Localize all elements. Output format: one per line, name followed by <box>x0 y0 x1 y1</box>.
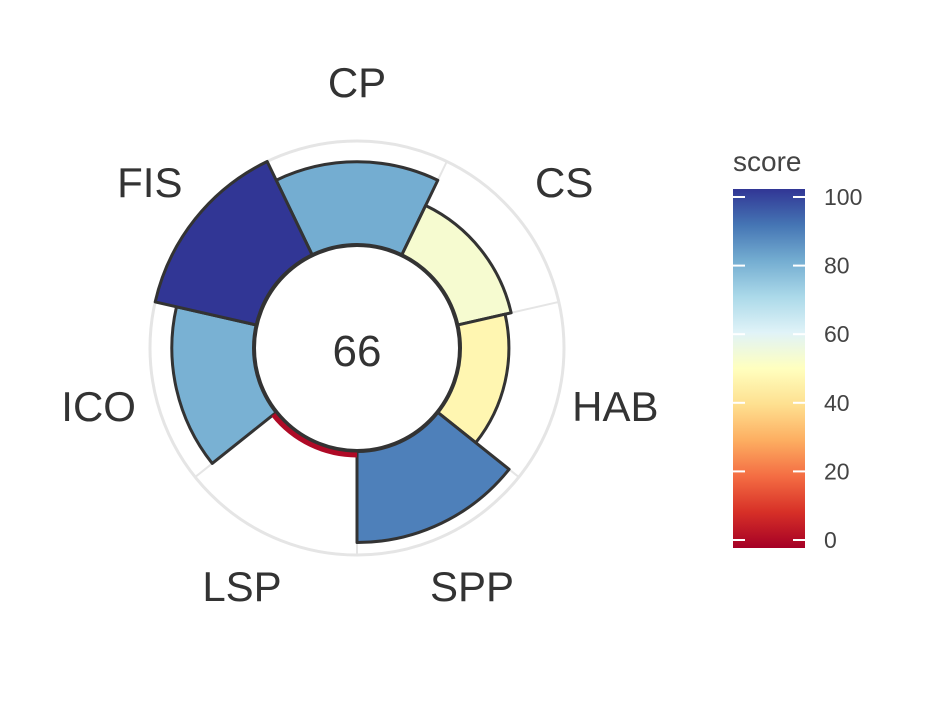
legend-tick-label: 100 <box>824 184 862 210</box>
petal-lsp-sliver <box>271 413 358 458</box>
legend-colorbar <box>733 189 805 548</box>
center-score: 66 <box>333 327 382 376</box>
petal-segments <box>153 159 513 545</box>
legend-tick-label: 80 <box>824 253 850 279</box>
legend-tick-label: 0 <box>824 527 837 553</box>
legend-title: score <box>733 146 801 177</box>
segment-label-fis: FIS <box>117 159 182 206</box>
legend-tick-label: 60 <box>824 321 850 347</box>
segment-label-hab: HAB <box>572 383 658 430</box>
segment-label-lsp: LSP <box>202 563 281 610</box>
segment-label-spp: SPP <box>430 563 514 610</box>
legend-tick-label: 20 <box>824 458 850 484</box>
segment-labels: CP CS HAB SPP LSP ICO FIS <box>61 59 658 610</box>
inner-circle <box>252 243 462 453</box>
color-legend: score 0 20 40 60 80 100 <box>733 146 862 553</box>
segment-label-cs: CS <box>535 159 593 206</box>
legend-ticks: 0 20 40 60 80 100 <box>733 184 862 553</box>
legend-tick-label: 40 <box>824 390 850 416</box>
segment-label-ico: ICO <box>61 383 136 430</box>
segment-label-cp: CP <box>328 59 386 106</box>
